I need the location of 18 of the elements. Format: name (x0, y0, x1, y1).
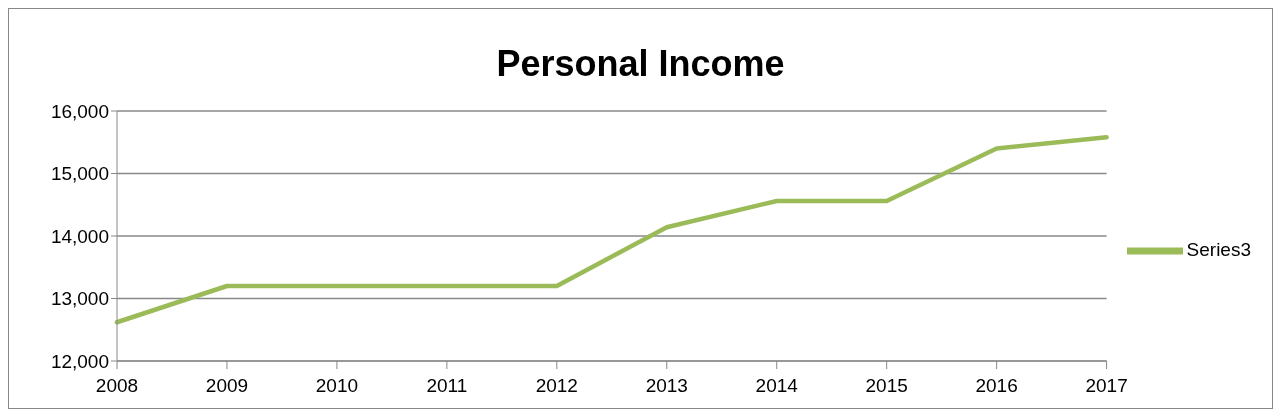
x-tick-label: 2016 (975, 375, 1018, 397)
x-tick-label: 2011 (426, 375, 468, 397)
x-tick-label: 2009 (205, 375, 249, 397)
line-series (114, 135, 1109, 325)
y-tick-label: 13,000 (50, 288, 109, 310)
x-tick-label: 2008 (95, 375, 139, 397)
x-tick-label: 2010 (315, 375, 359, 397)
x-tick-label: 2014 (755, 375, 799, 397)
y-tick-label: 12,000 (50, 350, 109, 372)
y-tick-label: 14,000 (50, 225, 109, 247)
x-tick-label: 2017 (1085, 375, 1128, 397)
legend-label: Series3 (1186, 239, 1251, 261)
chart-title: Personal Income (495, 43, 786, 85)
y-tick-label: 16,000 (50, 100, 109, 122)
x-tick-label: 2015 (865, 375, 908, 397)
x-tick-label: 2012 (535, 375, 578, 397)
y-tick-label: 15,000 (50, 163, 109, 185)
x-tick-label: 2013 (645, 375, 688, 397)
